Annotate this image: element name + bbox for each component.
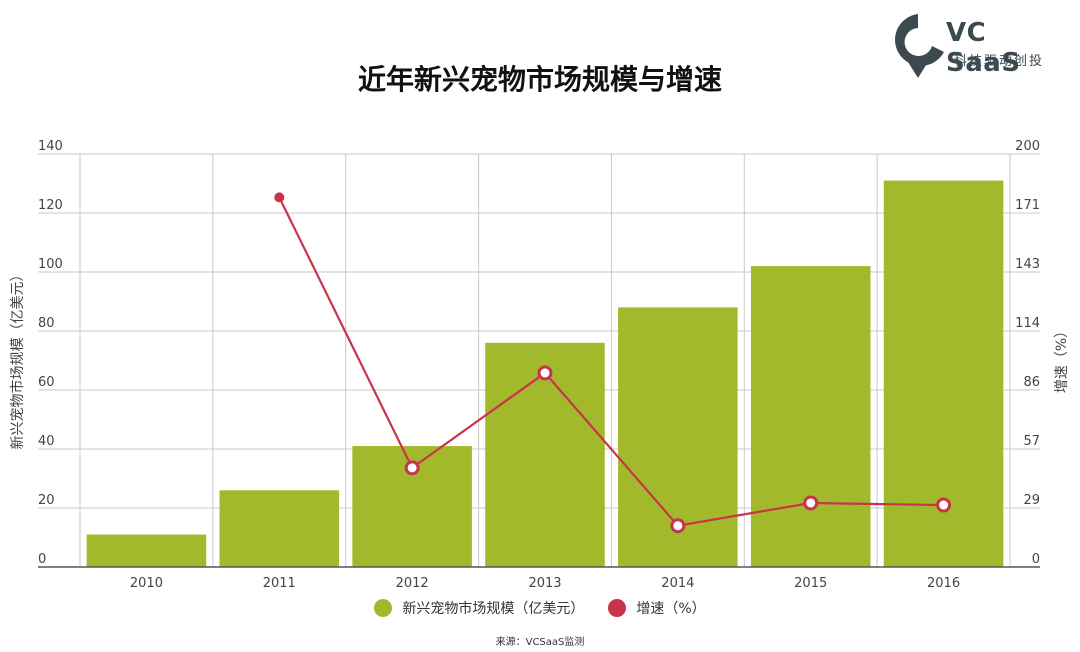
y2-tick-label: 29 bbox=[1023, 493, 1040, 508]
growth-point bbox=[404, 460, 420, 476]
y-tick-label: 120 bbox=[38, 198, 63, 213]
chart-title: 近年新兴宠物市场规模与增速 bbox=[357, 63, 722, 96]
legend: 新兴宠物市场规模（亿美元） 增速（%） bbox=[0, 598, 1080, 618]
x-tick-label: 2013 bbox=[528, 576, 561, 591]
y-tick-label: 140 bbox=[38, 139, 63, 154]
source-note: 来源：VCSaaS监测 bbox=[495, 637, 585, 648]
legend-line-label: 增速（%） bbox=[636, 601, 706, 617]
logo: VC SaaS 科技驱动创投 bbox=[888, 10, 1068, 80]
y-tick-label: 60 bbox=[38, 375, 55, 390]
growth-point bbox=[803, 495, 819, 511]
bar bbox=[86, 534, 207, 567]
logo-icon bbox=[895, 14, 944, 78]
y2-tick-label: 143 bbox=[1015, 257, 1040, 272]
growth-point bbox=[274, 192, 285, 203]
legend-bar-label: 新兴宠物市场规模（亿美元） bbox=[402, 601, 585, 617]
x-tick-label: 2011 bbox=[263, 576, 296, 591]
x-tick-label: 2010 bbox=[130, 576, 163, 591]
bar bbox=[219, 490, 340, 567]
growth-line bbox=[278, 196, 944, 527]
y2-tick-label: 57 bbox=[1023, 434, 1040, 449]
x-tick-label: 2016 bbox=[927, 576, 960, 591]
y2-axis-label: 增速（%） bbox=[1054, 324, 1070, 393]
bar bbox=[750, 266, 871, 567]
y-tick-label: 40 bbox=[38, 434, 55, 449]
legend-item-line: 增速（%） bbox=[608, 598, 706, 618]
y2-tick-label: 114 bbox=[1015, 316, 1040, 331]
y2-tick-label: 171 bbox=[1015, 198, 1040, 213]
legend-bar-swatch bbox=[374, 599, 393, 617]
x-tick-label: 2015 bbox=[794, 576, 827, 591]
logo-brand: VC SaaS bbox=[946, 18, 1021, 78]
y-axis-label: 新兴宠物市场规模（亿美元） bbox=[9, 268, 26, 450]
x-tick-label: 2014 bbox=[661, 576, 694, 591]
legend-line-swatch bbox=[608, 599, 627, 617]
y-tick-label: 0 bbox=[38, 552, 46, 567]
y-tick-label: 20 bbox=[38, 493, 55, 508]
y-tick-label: 80 bbox=[38, 316, 55, 331]
y2-tick-label: 0 bbox=[1032, 552, 1040, 567]
growth-point bbox=[936, 497, 952, 513]
growth-point bbox=[670, 518, 686, 534]
growth-point bbox=[537, 365, 553, 381]
y2-tick-label: 200 bbox=[1015, 139, 1040, 154]
y2-tick-label: 86 bbox=[1023, 375, 1040, 390]
legend-item-bar: 新兴宠物市场规模（亿美元） bbox=[374, 598, 584, 618]
logo-slogan: 科技驱动创投 bbox=[954, 54, 1045, 69]
y-tick-label: 100 bbox=[38, 257, 63, 272]
x-tick-label: 2012 bbox=[396, 576, 429, 591]
